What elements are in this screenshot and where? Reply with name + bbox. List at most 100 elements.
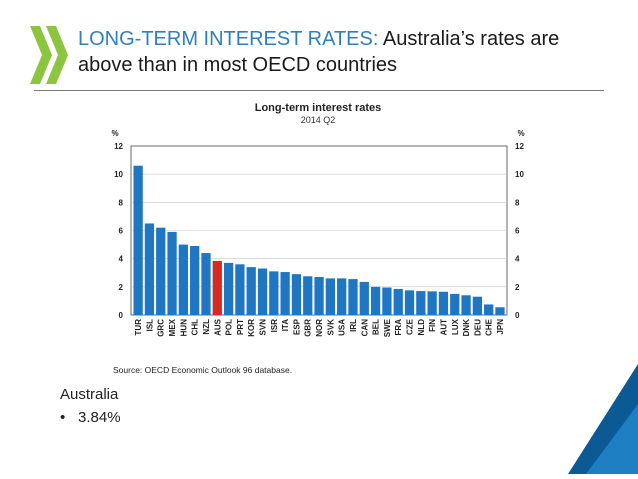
x-tick-label: ITA [281,319,290,332]
y-tick-left: 12 [114,142,123,151]
bar-usa [337,278,347,315]
x-tick-label: MEX [168,318,177,336]
y-tick-right: 6 [515,227,520,236]
bar-nor [314,276,324,315]
chart-source: Source: OECD Economic Outlook 96 databas… [113,365,292,375]
bar-fin [427,291,437,315]
bar-tur [133,165,143,315]
bar-ita [280,272,290,315]
x-tick-label: CHL [191,319,200,336]
country-label: Australia [60,386,119,403]
bar-dnk [461,295,471,315]
chevron-left-icon [30,26,52,84]
bar-esp [291,274,302,315]
x-tick-label: JPN [496,319,505,335]
x-tick-label: DEU [473,319,482,336]
bar-prt [235,264,245,315]
bar-fra [393,288,403,315]
x-tick-label: ISR [270,319,279,333]
bar-isl [144,223,155,315]
key-figure: Australia • 3.84% [60,386,121,426]
bar-aut [438,291,449,315]
y-tick-right: 2 [515,283,520,292]
y-tick-left: 10 [114,170,123,179]
x-tick-label: SWE [383,318,392,337]
y-ticks-left: 0 2 4 6 8 10 12 [114,142,123,320]
bar-nld [416,291,426,315]
x-tick-label: AUS [213,318,222,336]
x-tick-label: FRA [394,319,403,336]
y-ticks-right: 0 2 4 6 8 10 12 [515,142,524,320]
x-tick-label: CZE [406,318,415,335]
x-tick-label: NZL [202,319,211,335]
x-tick-label: TUR [134,319,143,336]
x-tick-label: IRL [349,319,358,332]
bar-chl [190,245,200,315]
bar-pol [223,262,234,315]
y-tick-left: 8 [119,198,124,207]
x-tick-label: LUX [451,318,460,335]
bar-lux [450,293,460,315]
x-tick-label: USA [338,319,347,336]
chart-svg: Long-term interest rates 2014 Q2 % % 0 2 4… [111,102,524,375]
rate-bullet: • 3.84% [60,409,121,426]
bar-irl [348,279,358,315]
corner-light-shape [586,404,638,474]
y-tick-left: 2 [119,283,124,292]
y-tick-left: 4 [119,255,124,264]
chevron-right-icon [46,26,68,84]
x-tick-label: GRC [157,319,166,337]
bar-svn [257,268,268,315]
bar-grc [156,227,166,315]
x-tick-label: CHE [485,318,494,336]
bar-can [359,281,369,315]
bar-kor [246,267,256,315]
x-tick-label: CAN [360,319,369,337]
x-tick-label: BEL [372,319,381,335]
y-tick-left: 0 [119,311,124,320]
bar-cze [404,290,415,315]
x-tick-labels: TUR ISL GRC MEX HUN CHL NZL AUS POL PRT KOR SVN ISR I… [134,318,505,337]
slide-title: LONG-TERM INTEREST RATES: Australia’s ra… [78,26,618,78]
x-tick-label: DNK [462,319,471,337]
bar-bel [370,286,381,315]
y-tick-right: 8 [515,198,520,207]
x-tick-label: SVN [259,319,268,336]
slide-title-highlight: LONG-TERM INTEREST RATES: [78,28,383,50]
bar-svk [325,278,336,315]
bar-swe [382,287,392,315]
chart-subtitle: 2014 Q2 [301,115,336,125]
x-tick-label: GBR [304,319,313,337]
x-tick-label: HUN [179,319,188,337]
chart-title: Long-term interest rates [255,102,382,114]
x-tick-label: ISL [145,319,154,332]
x-tick-label: PRT [236,319,245,335]
bar-isr [269,271,279,315]
bullet-marker: • [60,409,66,426]
x-tick-label: POL [225,319,234,336]
slide-title-rest: Australia’s rates are above than in most… [78,28,560,76]
title-divider [34,90,604,91]
bars [133,165,505,315]
x-tick-label: AUT [439,319,448,336]
y-tick-right: 10 [515,170,524,179]
bar-hun [178,244,188,315]
y-tick-right: 4 [515,255,520,264]
x-tick-label: NOR [315,319,324,337]
y-axis-unit-right: % [517,129,524,138]
bar-deu [472,296,483,315]
x-tick-label: NLD [417,319,426,336]
x-tick-label: ESP [292,318,301,335]
corner-decoration [568,364,638,479]
x-tick-label: KOR [247,319,256,337]
y-tick-right: 12 [515,142,524,151]
interest-rate-chart: Long-term interest rates 2014 Q2 % % 0 2 4… [95,97,545,382]
bar-mex [167,231,177,315]
y-tick-left: 6 [119,227,124,236]
y-tick-right: 0 [515,311,520,320]
bar-gbr [303,276,313,315]
bar-jpn [495,307,505,315]
x-tick-label: FIN [428,319,437,332]
rate-value: 3.84% [78,409,121,426]
bar-aus [212,260,222,315]
